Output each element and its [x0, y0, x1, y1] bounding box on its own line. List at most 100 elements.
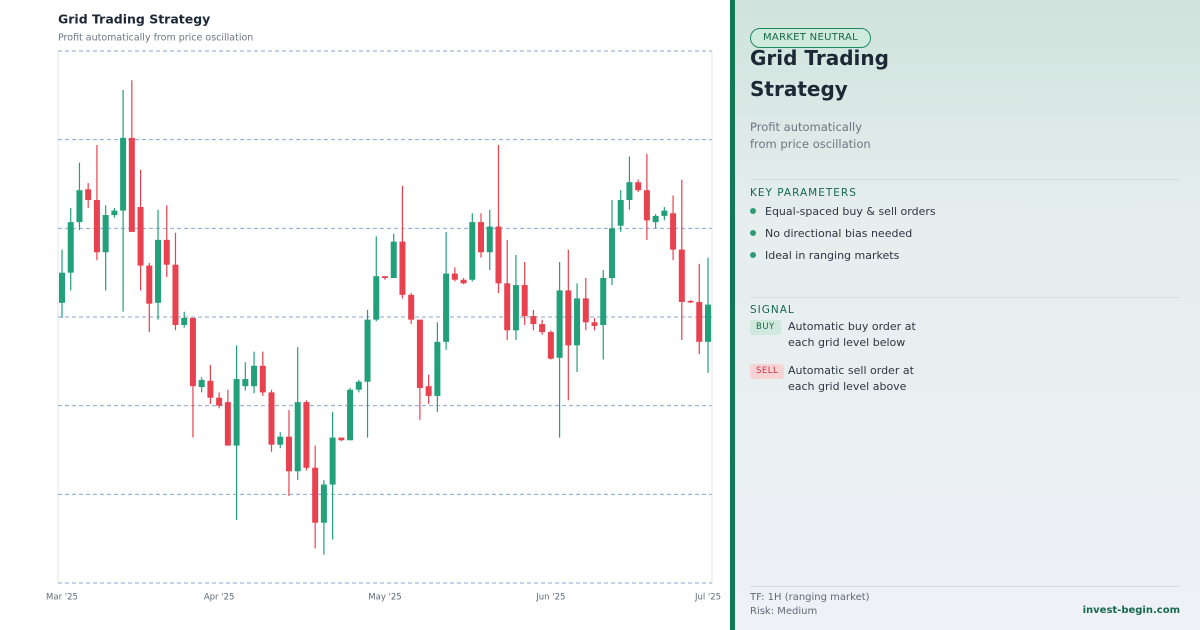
candle-body [399, 241, 406, 295]
candle-body [591, 322, 598, 326]
x-tick-label: Jun '25 [535, 593, 565, 603]
candle-body [268, 392, 275, 445]
candle-body [495, 226, 502, 284]
candle-body [416, 319, 423, 388]
candle-body [93, 199, 100, 253]
parameter-text: No directional bias needed [765, 227, 913, 240]
candle-body [189, 317, 196, 387]
candle-body [408, 294, 415, 320]
candle-body [600, 277, 607, 325]
candle-body [224, 402, 231, 446]
candle-body [504, 283, 511, 331]
section-heading: KEY PARAMETERS [750, 187, 857, 199]
candle-body [85, 189, 92, 200]
candle-body [76, 190, 83, 223]
candle-body [163, 239, 170, 265]
candle-body [128, 137, 135, 232]
candle-body [687, 301, 694, 303]
candle-body [146, 265, 153, 304]
x-tick-label: Apr '25 [204, 593, 235, 603]
divider [750, 586, 1180, 587]
candle-body [242, 379, 249, 387]
candle-body [530, 316, 537, 325]
candle-body [329, 437, 336, 485]
parameter-text: Ideal in ranging markets [765, 249, 900, 262]
candle-body [355, 381, 362, 390]
candle-body [512, 285, 519, 331]
candle-body [547, 332, 554, 359]
candle-body [608, 228, 615, 278]
candle-body [635, 182, 642, 191]
parameter: Equal-spaced buy & sell orders [750, 205, 936, 218]
candle-body [312, 467, 319, 523]
x-tick-label: Jul '25 [694, 593, 721, 603]
candle-body [207, 380, 214, 398]
candle-body [111, 210, 118, 216]
candle-body [172, 264, 179, 325]
candle-body [574, 298, 581, 346]
parameter: No directional bias needed [750, 227, 912, 240]
candle-body [469, 222, 476, 280]
candle-body [102, 215, 109, 253]
candle-body [137, 207, 144, 266]
panel-title: Grid Trading Strategy [750, 46, 889, 101]
candle-body [59, 272, 65, 303]
bullet [750, 208, 756, 214]
info-panel: MARKET NEUTRAL Grid Trading Strategy Pro… [730, 0, 1200, 630]
candle-body [364, 319, 371, 382]
candle-body [460, 279, 467, 284]
chart-subtitle: Profit automatically from price oscillat… [58, 33, 253, 44]
candle-body [216, 397, 223, 406]
bullet [750, 252, 756, 258]
candle-body [373, 276, 380, 320]
candle-body [556, 290, 563, 358]
candle-body [259, 365, 266, 393]
candle-body [303, 402, 310, 468]
chart: Grid Trading Strategy Profit automatical… [46, 12, 721, 603]
buy-text: Automatic buy order at each grid level b… [788, 320, 916, 349]
candle-body [670, 213, 677, 250]
candle-body [251, 365, 258, 387]
candle-body [678, 249, 685, 302]
brand: invest-begin.com [1082, 605, 1180, 616]
candle-body [626, 182, 633, 200]
section-heading: SIGNAL [750, 304, 795, 316]
candle-body [434, 341, 441, 396]
accent-bar [730, 0, 735, 630]
candle-body [652, 215, 659, 223]
candle-body [285, 436, 292, 472]
divider [750, 179, 1180, 180]
risk: Risk: Medium [750, 606, 818, 617]
parameter: Ideal in ranging markets [750, 249, 899, 262]
timeframe: TF: 1H (ranging market) [750, 592, 870, 603]
candle-body [643, 190, 650, 221]
candle-body [696, 301, 703, 342]
chart-title: Grid Trading Strategy [58, 12, 210, 27]
candle-body [443, 273, 450, 342]
candle-body [320, 484, 327, 523]
candle-body [120, 137, 127, 211]
candle-body [155, 239, 162, 303]
divider [750, 297, 1180, 298]
buy-tag: BUY [750, 320, 781, 335]
candle-body [661, 210, 668, 216]
x-tick-label: May '25 [368, 593, 401, 603]
sell-tag: SELL [750, 364, 785, 379]
sell-text: Automatic sell order at each grid level … [788, 364, 914, 393]
parameter-text: Equal-spaced buy & sell orders [765, 205, 936, 218]
candle-body [198, 379, 205, 388]
candle-body [382, 276, 388, 278]
badge: MARKET NEUTRAL [750, 28, 871, 48]
candle-body [181, 317, 188, 325]
candle-body [233, 379, 240, 446]
x-tick-label: Mar '25 [46, 593, 78, 603]
candle-body [486, 226, 493, 253]
candle-body [705, 304, 711, 342]
candle-body [294, 402, 301, 472]
candle-body [425, 386, 432, 396]
candle-body [539, 324, 546, 333]
candle-body [565, 290, 572, 346]
candle-body [67, 222, 74, 273]
candle-body [521, 285, 528, 317]
